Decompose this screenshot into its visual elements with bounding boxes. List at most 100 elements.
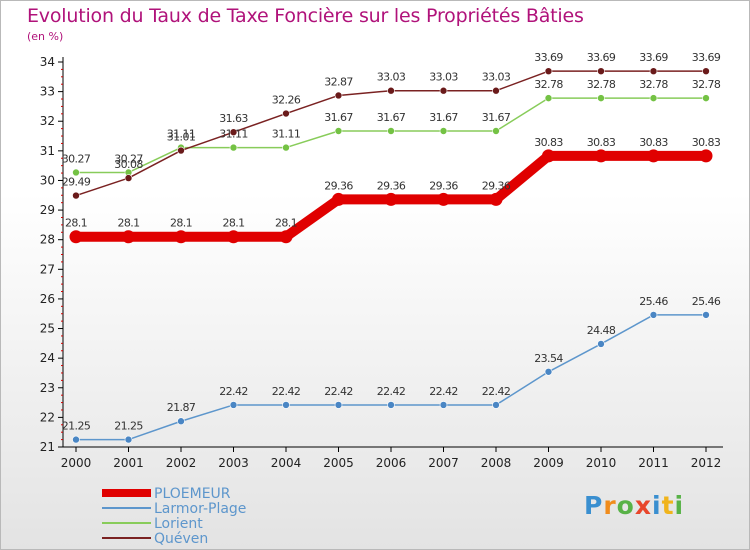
data-label-queven: 30.08 <box>114 158 143 171</box>
data-label-ploemeur: 30.83 <box>587 136 616 149</box>
data-point-ploemeur <box>122 230 135 244</box>
data-label-queven: 32.26 <box>272 94 301 107</box>
data-label-ploemeur: 28.1 <box>65 217 87 230</box>
data-point-lorient <box>439 127 448 135</box>
data-point-ploemeur <box>437 192 450 206</box>
data-point-lorient <box>229 143 238 152</box>
data-point-ploemeur <box>69 230 83 244</box>
data-point-lorient <box>544 94 553 102</box>
data-point-larmor-plage <box>282 401 290 409</box>
y-tick-label: 29 <box>40 203 55 217</box>
data-point-ploemeur <box>647 149 660 163</box>
data-label-queven: 31.63 <box>219 112 248 125</box>
data-label-lorient: 31.67 <box>324 111 353 124</box>
data-point-larmor-plage <box>439 401 448 409</box>
data-point-larmor-plage <box>72 435 80 444</box>
data-label-larmor-plage: 21.87 <box>167 401 196 414</box>
data-label-ploemeur: 30.83 <box>692 136 721 149</box>
data-label-lorient: 31.67 <box>482 111 511 124</box>
data-point-ploemeur <box>384 192 398 206</box>
data-label-ploemeur: 29.36 <box>482 179 511 192</box>
data-label-queven: 33.69 <box>534 51 563 64</box>
data-label-lorient: 31.11 <box>167 128 196 141</box>
data-label-larmor-plage: 21.25 <box>62 420 91 433</box>
data-point-queven <box>492 86 500 95</box>
data-label-ploemeur: 29.36 <box>429 179 458 192</box>
data-label-queven: 29.49 <box>62 176 91 189</box>
x-tick-label: 2012 <box>691 456 722 470</box>
data-label-lorient: 31.11 <box>272 128 301 141</box>
y-tick-label: 34 <box>40 55 55 69</box>
data-point-ploemeur <box>489 192 503 206</box>
data-label-queven: 33.03 <box>482 71 511 84</box>
data-point-queven <box>702 67 710 75</box>
y-tick-label: 28 <box>40 233 55 247</box>
data-point-lorient <box>334 127 343 135</box>
data-label-queven: 33.69 <box>639 51 668 64</box>
data-label-ploemeur: 28.1 <box>170 217 192 230</box>
x-tick-label: 2005 <box>323 456 354 470</box>
data-point-ploemeur <box>594 149 608 163</box>
x-tick-label: 2001 <box>113 456 144 470</box>
data-point-lorient <box>72 168 80 177</box>
y-tick-label: 32 <box>40 114 55 128</box>
legend-label-ploemeur: PLOEMEUR <box>154 486 231 502</box>
data-label-larmor-plage: 23.54 <box>534 352 563 365</box>
data-label-larmor-plage: 25.46 <box>639 295 668 308</box>
data-point-queven <box>649 67 658 75</box>
data-point-queven <box>597 67 605 75</box>
data-label-larmor-plage: 22.42 <box>482 385 511 398</box>
data-point-ploemeur <box>542 149 555 163</box>
data-point-ploemeur <box>699 149 713 163</box>
data-label-lorient: 32.78 <box>692 78 721 91</box>
data-point-lorient <box>387 127 395 135</box>
x-tick-label: 2010 <box>586 456 617 470</box>
data-label-ploemeur: 28.1 <box>117 217 139 230</box>
data-point-ploemeur <box>279 230 293 244</box>
data-label-larmor-plage: 25.46 <box>692 295 721 308</box>
data-point-queven <box>387 86 395 95</box>
x-tick-label: 2004 <box>271 456 302 470</box>
data-label-lorient: 31.11 <box>219 128 248 141</box>
data-label-ploemeur: 30.83 <box>534 136 563 149</box>
data-point-lorient <box>649 94 658 102</box>
data-point-queven <box>334 91 343 100</box>
data-label-ploemeur: 29.36 <box>324 179 353 192</box>
data-label-lorient: 31.67 <box>429 111 458 124</box>
data-label-lorient: 32.78 <box>587 78 616 91</box>
data-point-larmor-plage <box>702 311 710 319</box>
data-point-queven <box>544 67 553 75</box>
data-label-queven: 33.69 <box>587 51 616 64</box>
proxiti-logo: Proxiti <box>584 491 685 520</box>
data-point-queven <box>282 109 290 118</box>
data-point-ploemeur <box>174 230 188 244</box>
data-point-lorient <box>282 143 290 152</box>
data-point-larmor-plage <box>492 401 500 409</box>
data-point-ploemeur <box>332 192 345 206</box>
y-tick-label: 33 <box>40 85 55 99</box>
y-tick-label: 23 <box>40 381 55 395</box>
x-tick-label: 2006 <box>376 456 407 470</box>
data-point-queven <box>439 86 448 95</box>
y-tick-label: 24 <box>40 351 55 365</box>
data-label-queven: 33.03 <box>429 71 458 84</box>
data-label-ploemeur: 29.36 <box>377 179 406 192</box>
legend-label-larmor-plage: Larmor-Plage <box>154 501 246 517</box>
data-label-queven: 33.69 <box>692 51 721 64</box>
data-label-larmor-plage: 22.42 <box>429 385 458 398</box>
legend-label-queven: Quéven <box>154 531 208 547</box>
data-point-lorient <box>597 94 605 102</box>
data-point-larmor-plage <box>124 435 133 444</box>
data-label-lorient: 30.27 <box>62 152 91 165</box>
x-tick-label: 2000 <box>61 456 92 470</box>
x-tick-label: 2011 <box>638 456 669 470</box>
data-point-larmor-plage <box>544 367 553 376</box>
data-point-queven <box>177 146 185 155</box>
x-tick-label: 2007 <box>428 456 459 470</box>
data-label-ploemeur: 28.1 <box>275 217 297 230</box>
data-label-larmor-plage: 21.25 <box>114 420 143 433</box>
x-tick-label: 2009 <box>533 456 564 470</box>
data-point-lorient <box>492 127 500 135</box>
